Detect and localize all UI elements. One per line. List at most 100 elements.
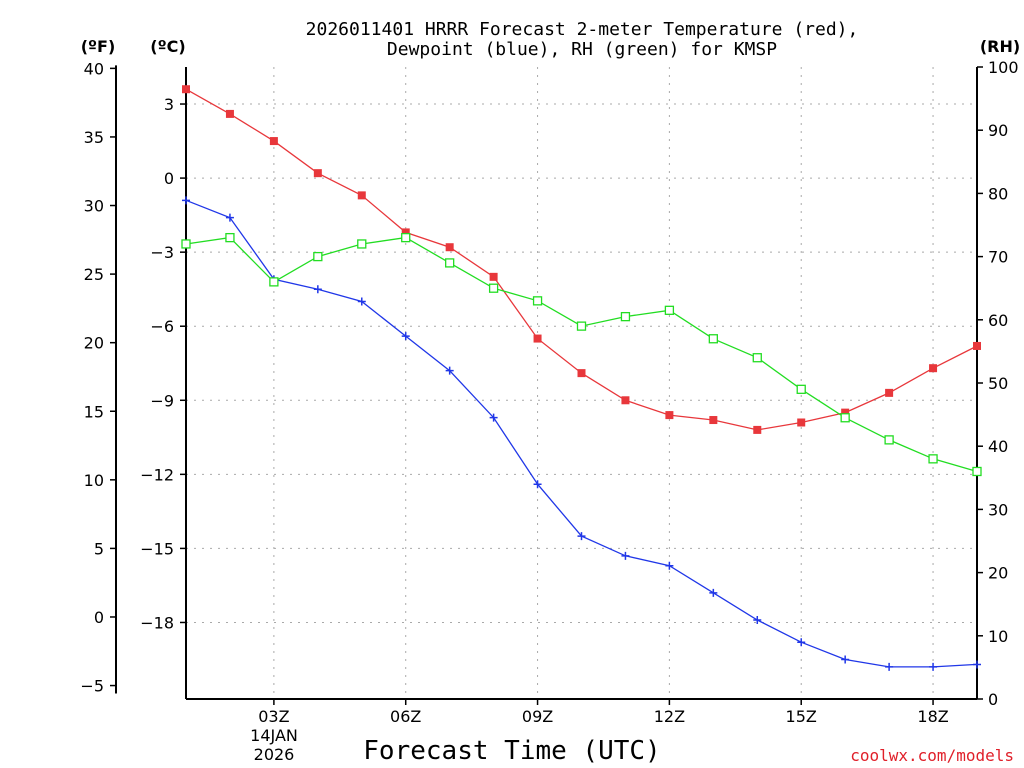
- celsius-unit-label: (ºC): [150, 37, 185, 56]
- dewpoint-point: [577, 532, 586, 541]
- rh-unit-label: (RH): [980, 37, 1020, 56]
- rh-point: [401, 232, 411, 243]
- axes: [110, 65, 983, 705]
- series-layer: [181, 85, 982, 671]
- rh-tick-label: 80: [988, 184, 1008, 203]
- rh-point: [445, 258, 455, 268]
- dewpoint-point: [313, 285, 322, 294]
- temperature-point: [621, 396, 630, 405]
- rh-point: [928, 454, 938, 464]
- celsius-tick-label: 3: [164, 95, 174, 114]
- temperature-point: [401, 228, 410, 237]
- dewpoint-point: [225, 213, 234, 222]
- x-tick-label: 15Z: [786, 707, 817, 726]
- celsius-tick-label: −18: [140, 613, 174, 632]
- dewpoint-line: [185, 199, 978, 668]
- rh-point: [796, 384, 806, 394]
- temperature-point: [797, 418, 806, 427]
- temperature-point: [753, 425, 762, 434]
- rh-point: [664, 305, 675, 315]
- dewpoint-point: [841, 655, 850, 664]
- fahrenheit-tick-label: 20: [84, 334, 104, 353]
- x-tick-label: 03Z: [258, 707, 289, 726]
- rh-tick-label: 30: [988, 500, 1008, 519]
- dewpoint-point: [929, 662, 938, 671]
- rh-tick-label: 70: [988, 248, 1008, 267]
- temperature-point: [665, 411, 674, 420]
- rh-point: [708, 334, 718, 344]
- temperature-point: [533, 334, 542, 343]
- rh-point: [884, 435, 894, 445]
- fahrenheit-tick-label: 0: [94, 608, 104, 627]
- fahrenheit-tick-label: 25: [84, 265, 104, 284]
- x-tick-label: 06Z: [390, 707, 421, 726]
- temperature-point: [577, 369, 586, 378]
- fahrenheit-tick-label: 5: [94, 539, 104, 558]
- rh-point: [357, 239, 367, 249]
- dewpoint-point: [709, 588, 718, 597]
- rh-line: [185, 236, 978, 473]
- rh-point: [752, 353, 762, 363]
- temperature-point: [709, 416, 718, 425]
- rh-tick-label: 10: [988, 627, 1008, 646]
- dewpoint-point: [489, 413, 498, 422]
- rh-point: [313, 251, 323, 262]
- dewpoint-point: [621, 551, 630, 560]
- celsius-tick-label: 0: [164, 169, 174, 188]
- dewpoint-point: [357, 297, 366, 306]
- fahrenheit-unit-label: (ºF): [81, 37, 116, 56]
- dewpoint-point: [885, 662, 894, 671]
- temperature-point: [225, 109, 234, 118]
- fahrenheit-tick-label: −5: [80, 677, 104, 696]
- celsius-tick-label: −15: [140, 539, 174, 558]
- chart-title-line2: Dewpoint (blue), RH (green) for KMSP: [387, 39, 777, 60]
- rh-point: [972, 466, 982, 477]
- celsius-tick-label: −9: [150, 391, 174, 410]
- x-axis-label: Forecast Time (UTC): [363, 736, 660, 766]
- temperature-point: [182, 85, 190, 94]
- celsius-tick-label: −6: [150, 317, 174, 336]
- x-tick-label: 12Z: [654, 707, 685, 726]
- dewpoint-point: [533, 480, 542, 489]
- dewpoint-point: [401, 332, 410, 341]
- x-tick-label: 09Z: [522, 707, 553, 726]
- dewpoint-point: [665, 561, 674, 570]
- rh-point: [269, 277, 279, 287]
- temperature-line: [185, 88, 978, 431]
- rh-tick-label: 100: [988, 58, 1019, 77]
- temperature-point: [313, 169, 322, 178]
- rh-tick-label: 20: [988, 564, 1008, 583]
- temperature-point: [357, 191, 366, 200]
- temperature-point: [445, 243, 454, 252]
- temperature-point: [973, 341, 981, 350]
- x-tick-label: 18Z: [917, 707, 948, 726]
- temperature-point: [929, 364, 938, 373]
- dewpoint-point: [753, 616, 762, 624]
- rh-point: [488, 283, 499, 293]
- rh-point: [620, 311, 631, 322]
- chart-title-line1: 2026011401 HRRR Forecast 2-meter Tempera…: [306, 19, 859, 40]
- celsius-tick-label: −12: [140, 465, 174, 484]
- dewpoint-point: [182, 196, 190, 205]
- dewpoint-point: [973, 660, 981, 669]
- fahrenheit-tick-label: 15: [84, 402, 104, 421]
- rh-point: [840, 413, 850, 423]
- temperature-point: [269, 137, 278, 146]
- rh-point: [181, 239, 191, 249]
- date-day-label: 14JAN: [250, 726, 298, 745]
- rh-point: [576, 321, 587, 331]
- grid-lines: [186, 67, 977, 699]
- temperature-point: [885, 388, 894, 397]
- dewpoint-point: [445, 366, 454, 375]
- temperature-point: [841, 408, 850, 417]
- tick-labels: 4035302520151050−530−3−6−9−12−15−1810090…: [80, 58, 1018, 726]
- fahrenheit-tick-label: 35: [84, 128, 104, 147]
- rh-point: [225, 232, 235, 243]
- celsius-tick-label: −3: [150, 243, 174, 262]
- fahrenheit-tick-label: 40: [84, 59, 104, 78]
- credit-link[interactable]: coolwx.com/models: [850, 746, 1014, 765]
- rh-tick-label: 90: [988, 121, 1008, 140]
- date-year-label: 2026: [254, 745, 295, 764]
- rh-tick-label: 60: [988, 311, 1008, 330]
